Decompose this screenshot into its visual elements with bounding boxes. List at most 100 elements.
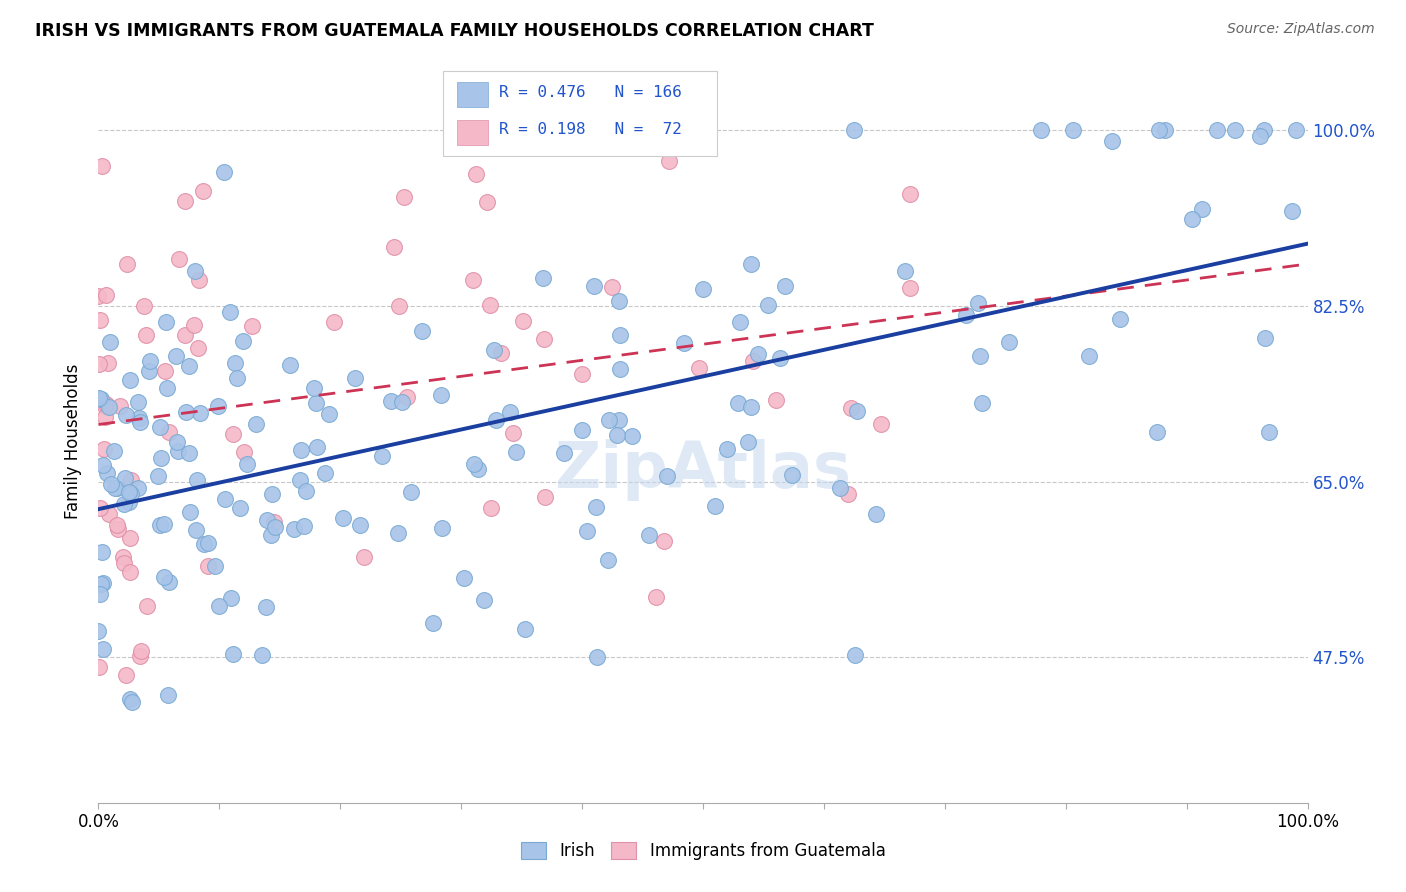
Point	[108, 399, 131, 413]
Point	[259, 528, 281, 542]
Point	[105, 481, 128, 495]
Point	[430, 388, 453, 402]
Point	[600, 280, 623, 294]
Point	[155, 315, 177, 329]
Point	[112, 550, 135, 565]
Point	[737, 435, 759, 450]
Point	[96, 467, 118, 481]
Point	[149, 420, 172, 434]
Point	[229, 500, 252, 515]
Point	[127, 395, 149, 409]
Point	[461, 273, 484, 287]
Text: IRISH VS IMMIGRANTS FROM GUATEMALA FAMILY HOUSEHOLDS CORRELATION CHART: IRISH VS IMMIGRANTS FROM GUATEMALA FAMIL…	[35, 22, 875, 40]
Point	[89, 587, 111, 601]
Point	[129, 643, 152, 657]
Point	[571, 367, 593, 381]
Point	[502, 426, 524, 441]
Point	[204, 559, 226, 574]
Point	[844, 123, 866, 137]
Point	[104, 481, 127, 495]
Point	[177, 359, 200, 373]
Point	[89, 357, 111, 371]
Point	[153, 570, 176, 584]
Point	[727, 396, 749, 410]
Point	[1146, 425, 1168, 439]
Point	[1281, 203, 1303, 218]
Point	[305, 395, 328, 409]
Point	[422, 615, 444, 630]
Point	[187, 341, 209, 355]
Point	[222, 427, 245, 442]
Point	[118, 566, 141, 580]
Point	[240, 319, 263, 334]
Point	[118, 495, 141, 509]
Point	[318, 407, 340, 421]
Point	[94, 288, 117, 302]
Point	[127, 481, 149, 495]
Point	[219, 591, 242, 606]
Point	[245, 417, 267, 431]
Point	[828, 481, 851, 495]
Point	[769, 351, 792, 365]
Point	[94, 397, 117, 411]
Point	[222, 647, 245, 661]
Point	[898, 281, 921, 295]
Point	[844, 648, 866, 662]
Point	[263, 515, 285, 529]
Point	[894, 264, 917, 278]
Point	[121, 696, 143, 710]
Point	[134, 300, 156, 314]
Point	[571, 423, 593, 437]
Legend: Irish, Immigrants from Guatemala: Irish, Immigrants from Guatemala	[515, 835, 891, 867]
Point	[91, 458, 114, 472]
Point	[218, 305, 240, 319]
Point	[1258, 425, 1281, 439]
Point	[288, 473, 311, 487]
Point	[583, 278, 606, 293]
Point	[1206, 123, 1229, 137]
Point	[600, 105, 623, 120]
Point	[1154, 123, 1177, 137]
Point	[512, 314, 534, 328]
Point	[120, 487, 142, 501]
Point	[692, 281, 714, 295]
Point	[955, 308, 977, 322]
Point	[839, 401, 862, 415]
Point	[139, 353, 162, 368]
Point	[1181, 212, 1204, 227]
Point	[353, 550, 375, 565]
Point	[135, 327, 157, 342]
Point	[197, 536, 219, 550]
Point	[188, 407, 211, 421]
Point	[780, 468, 803, 483]
Point	[256, 513, 278, 527]
Point	[533, 332, 555, 346]
Point	[395, 390, 418, 404]
Point	[1253, 123, 1275, 137]
Point	[553, 446, 575, 460]
Point	[387, 526, 409, 541]
Point	[292, 519, 315, 533]
Point	[120, 372, 142, 386]
Point	[283, 522, 305, 536]
Point	[115, 408, 138, 422]
Point	[607, 413, 630, 427]
Point	[157, 689, 180, 703]
Point	[505, 445, 527, 459]
Text: R = 0.476   N = 166: R = 0.476 N = 166	[499, 85, 682, 100]
Point	[89, 501, 111, 516]
Point	[254, 599, 277, 614]
Point	[103, 443, 125, 458]
Point	[149, 518, 172, 533]
Point	[156, 381, 179, 395]
Point	[430, 521, 453, 535]
Point	[489, 346, 512, 360]
Point	[730, 315, 752, 329]
Point	[224, 356, 246, 370]
Point	[157, 574, 180, 589]
Point	[98, 335, 121, 350]
Point	[260, 487, 283, 501]
Point	[1191, 202, 1213, 217]
Point	[93, 575, 115, 590]
Point	[112, 557, 135, 571]
